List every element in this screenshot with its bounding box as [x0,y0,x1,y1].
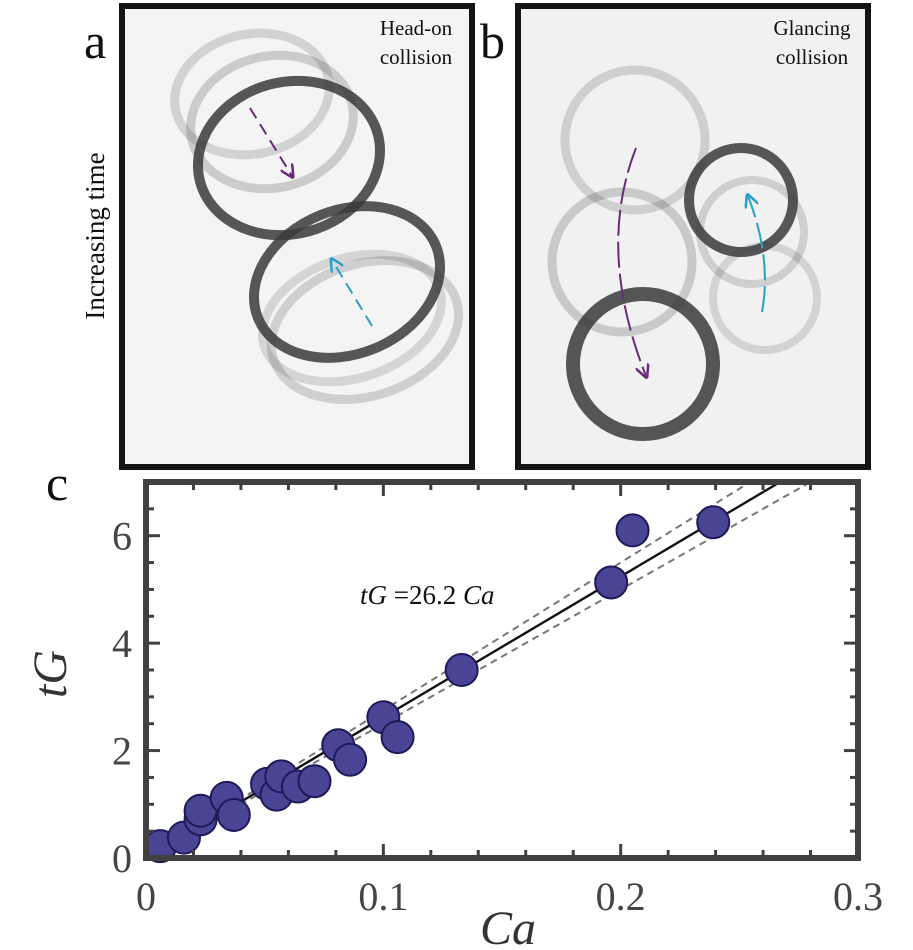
annotation-var: tG [360,580,387,610]
time-axis-label: Increasing time [80,152,110,319]
trajectory-arrow-purple [249,107,292,176]
droplet-ring [566,287,720,441]
data-point [594,565,629,600]
trajectory-arrow-cyan [748,196,766,313]
panel-a-letter: a [84,13,106,69]
y-tick-label: 0 [112,836,132,881]
axes [143,479,861,861]
panel-b-letter: b [480,13,505,69]
x-axis-label: Ca [480,902,536,950]
panel-a: Head-on collision [119,3,475,470]
x-tick-label: 0.2 [596,874,646,919]
data-point [333,742,368,777]
data-points [143,505,731,864]
annotation-eq: =26.2 [387,580,463,610]
data-point [696,505,731,540]
droplet-ring [192,75,386,241]
panel-b-frame [515,3,871,470]
x-tick-label: 0.3 [833,874,883,919]
droplet-ring-ghost [266,256,464,404]
fit-equation-annotation: tG =26.2 Ca [360,580,495,610]
confidence-bound-line [145,481,751,859]
x-tick-label: 0.1 [358,874,408,919]
data-point [615,513,650,548]
y-tick-label: 2 [112,729,132,774]
panel-c-letter: c [46,455,68,511]
panel-b-droplets [547,65,821,441]
panel-c-chart: 0 2 4 6 0 0.1 0.2 0.3 tG =26.2 Ca tG Ca [24,479,883,950]
data-point [380,720,415,755]
droplet-ring-ghost [560,65,710,215]
droplet-ring-ghost [547,187,697,337]
panel-b: Glancing collision [515,3,871,470]
y-tick-label: 4 [112,621,132,666]
y-axis-label: tG [24,650,77,698]
droplet-ring [248,201,446,363]
trajectory-arrow-purple [617,147,646,376]
trajectory-arrow-cyan [332,260,373,327]
panel-b-caption-line2: collision [776,45,849,69]
panel-b-background [518,6,868,467]
data-point [444,653,479,687]
droplet-ring-ghost [170,28,334,160]
x-tick-label: 0 [136,874,156,919]
panel-a-caption-line1: Head-on [380,16,453,40]
panel-a-frame [119,3,475,470]
panel-a-caption-line2: collision [380,45,453,69]
data-point [216,798,251,833]
y-tick-label: 6 [112,514,132,559]
confidence-bound-line [145,481,812,859]
panel-a-droplets [170,28,464,404]
droplet-ring [684,143,798,257]
data-point [297,764,332,799]
tick-labels: 0 2 4 6 0 0.1 0.2 0.3 [112,514,883,919]
panel-b-caption-line1: Glancing [774,16,851,40]
droplet-ring-ghost [186,50,358,194]
annotation-var2: Ca [463,580,495,610]
plot-frame [143,479,861,861]
